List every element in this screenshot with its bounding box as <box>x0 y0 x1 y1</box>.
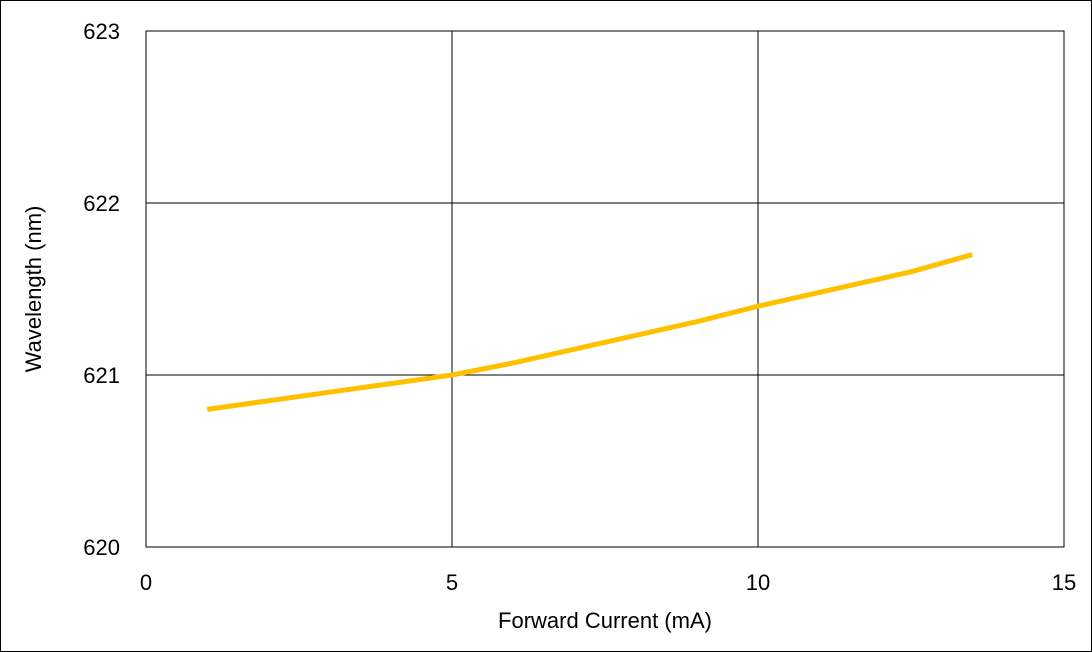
y-tick-label: 623 <box>83 19 120 44</box>
x-tick-label: 5 <box>446 570 458 595</box>
series-group <box>206 252 973 412</box>
series-line <box>206 252 973 412</box>
y-tick-label: 620 <box>83 535 120 560</box>
y-tick-label: 621 <box>83 363 120 388</box>
y-axis-title: Wavelength (nm) <box>21 206 46 373</box>
plot-border <box>145 30 1065 548</box>
plot-area <box>146 31 1064 547</box>
y-tick-labels: 620 621 622 623 <box>83 19 120 560</box>
x-tick-labels: 0 5 10 15 <box>140 570 1076 595</box>
x-tick-label: 0 <box>140 570 152 595</box>
y-tick-label: 622 <box>83 191 120 216</box>
x-tick-label: 10 <box>746 570 770 595</box>
x-tick-label: 15 <box>1052 570 1076 595</box>
x-axis-title: Forward Current (mA) <box>498 608 712 633</box>
